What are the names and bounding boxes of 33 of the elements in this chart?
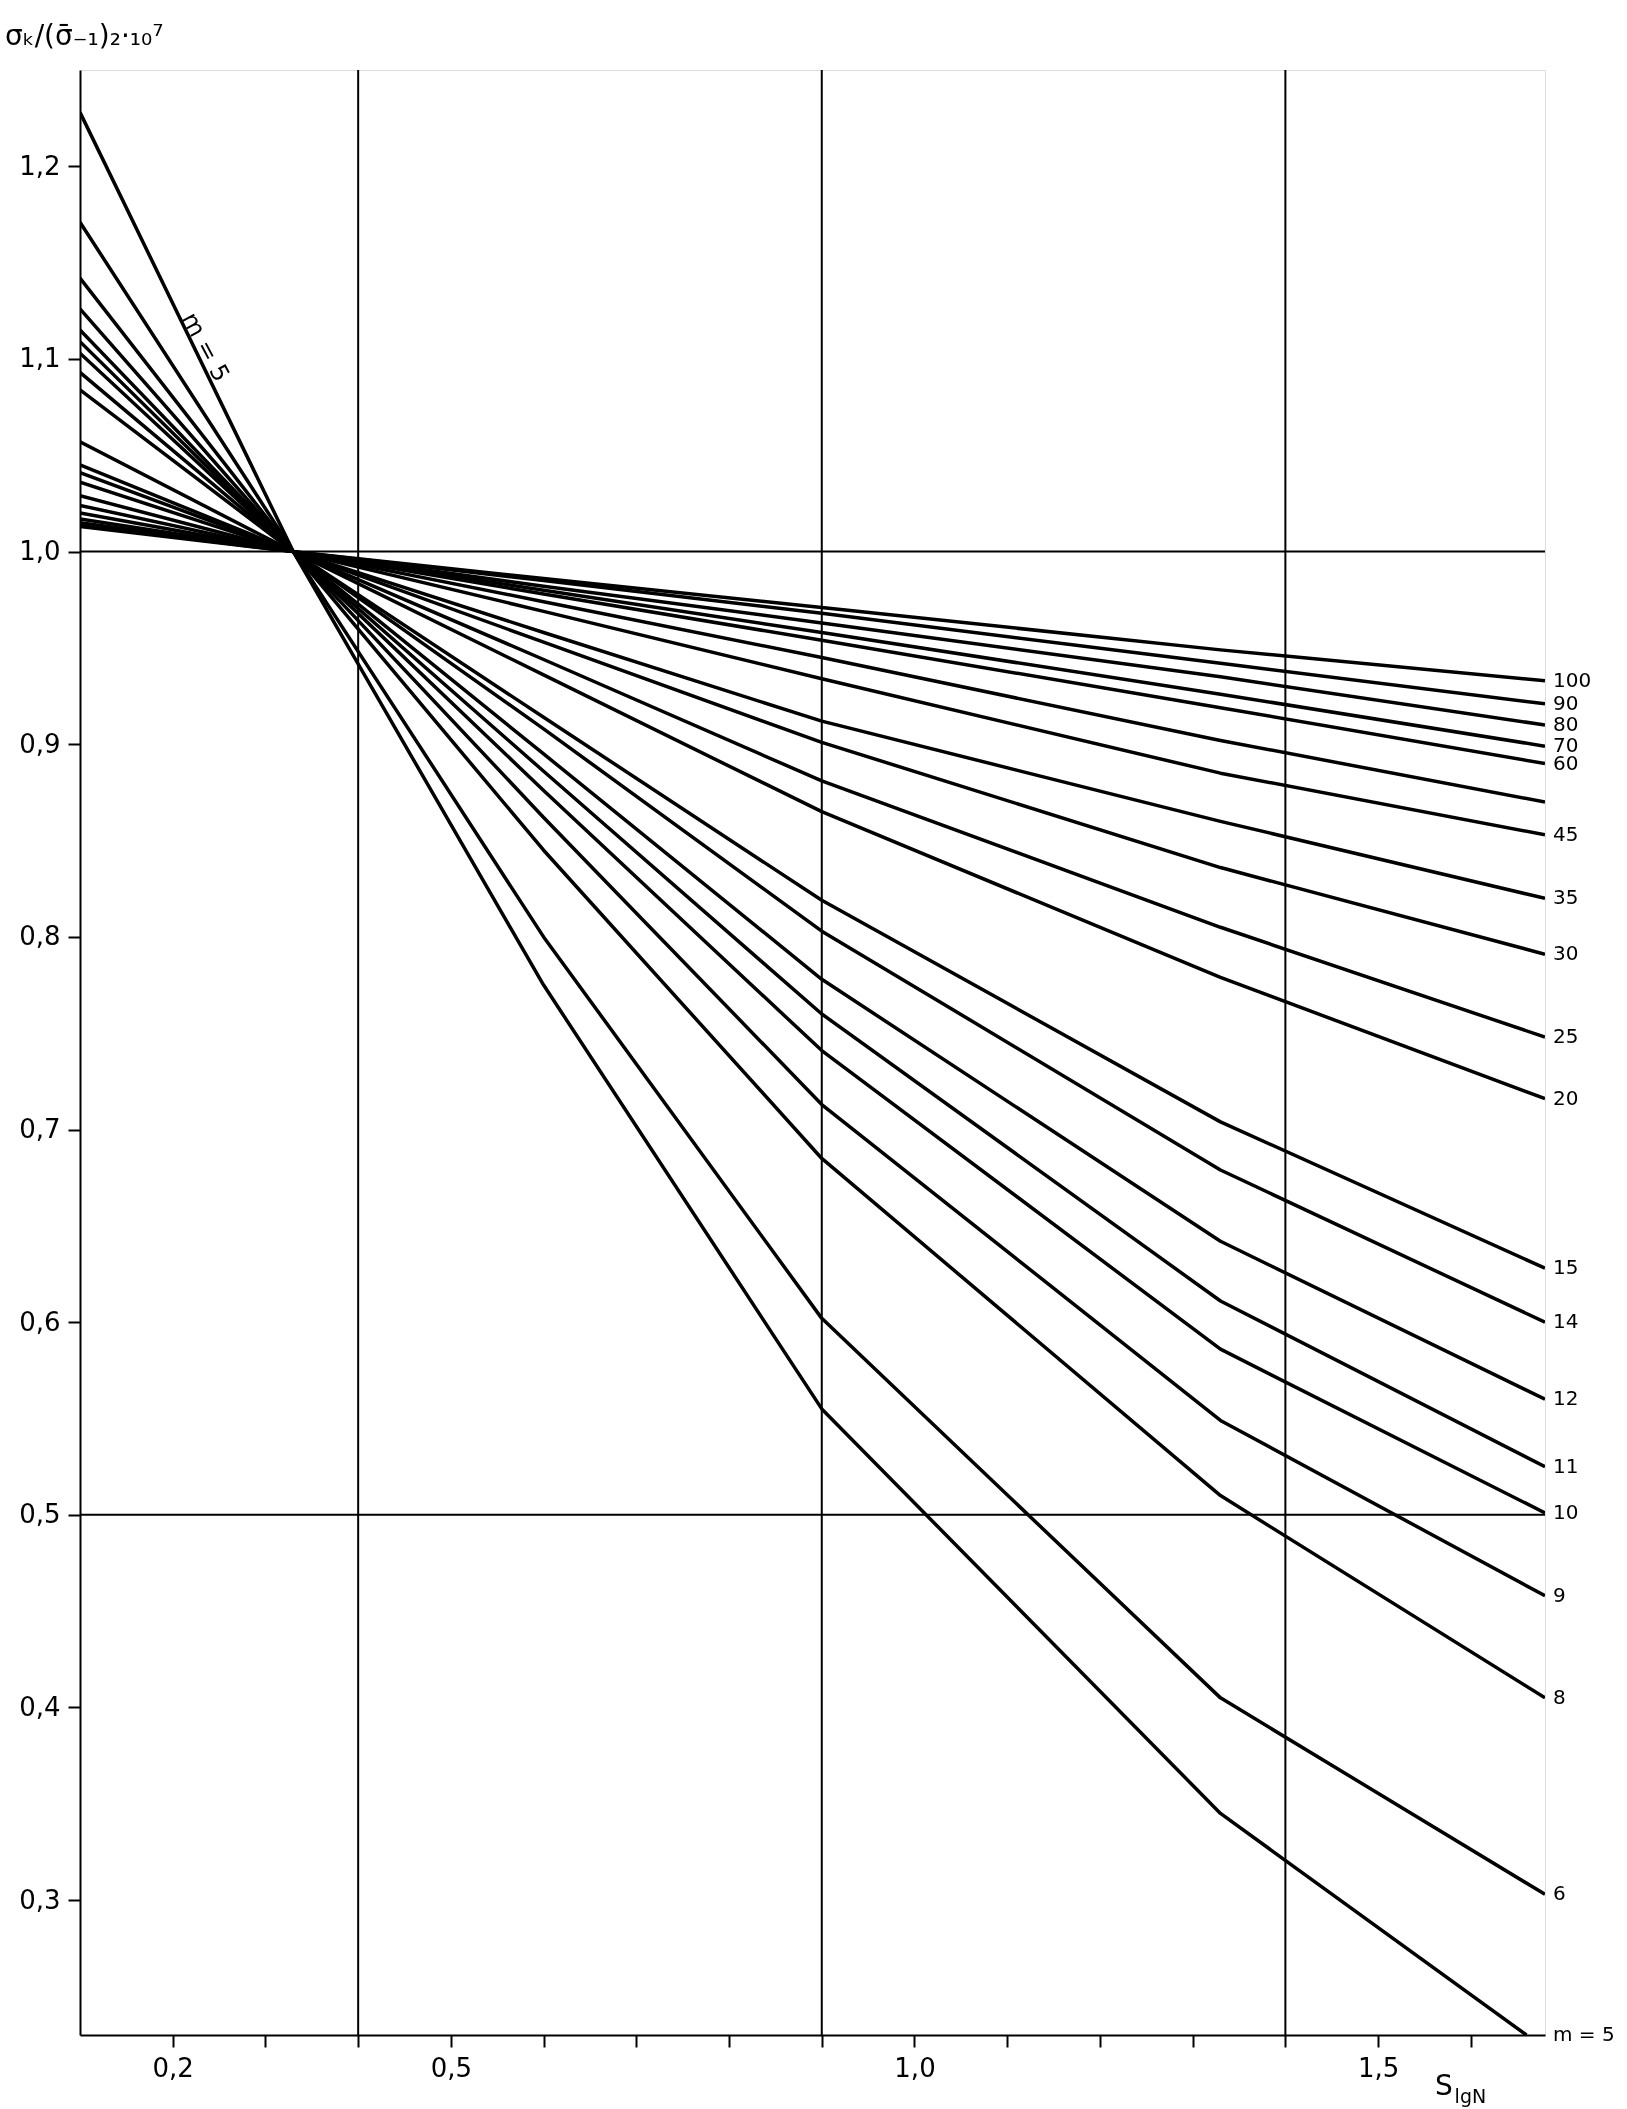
y-axis-title: σₖ/(σ̄₋₁)₂·₁₀⁷ — [5, 19, 164, 52]
series-label: 14 — [1553, 1309, 1579, 1334]
series-label: 12 — [1553, 1386, 1579, 1411]
y-tick-label: 1,1 — [19, 343, 61, 374]
y-tick-label: 0,8 — [19, 921, 61, 952]
y-tick-label: 1,0 — [19, 536, 61, 567]
y-tick-label: 0,7 — [19, 1114, 61, 1145]
series-label: 11 — [1553, 1453, 1579, 1478]
y-tick-label: 0,4 — [19, 1692, 61, 1722]
annotation: m = 5 — [175, 307, 236, 387]
x-tick-label: 0,2 — [152, 2052, 194, 2083]
series-label: 35 — [1553, 885, 1579, 910]
series-label: m = 5 — [1553, 2022, 1615, 2046]
series-label: 10 — [1553, 1499, 1579, 1524]
series-label: 15 — [1553, 1255, 1579, 1280]
y-tick-label: 0,5 — [19, 1499, 61, 1530]
y-tick-label: 0,6 — [19, 1306, 61, 1337]
x-tick-label: 0,5 — [430, 2052, 473, 2083]
series-label: 90 — [1553, 690, 1579, 715]
y-tick-label: 0,9 — [19, 728, 61, 759]
x-tick-label: 1,5 — [1357, 2052, 1400, 2083]
series-label: 8 — [1553, 1684, 1566, 1709]
x-tick-label: 1,0 — [894, 2052, 936, 2083]
series-label: 30 — [1553, 941, 1579, 966]
series-label: 100 — [1553, 667, 1592, 692]
series-label: 20 — [1553, 1085, 1579, 1110]
series-label: 9 — [1553, 1582, 1566, 1607]
series-label: 45 — [1553, 821, 1579, 846]
series-label: 25 — [1553, 1024, 1579, 1049]
series-label: 80 — [1553, 712, 1579, 736]
series-label: 6 — [1553, 1881, 1566, 1906]
y-tick-label: 0,3 — [19, 1884, 61, 1915]
y-tick-label: 1,2 — [19, 150, 61, 181]
